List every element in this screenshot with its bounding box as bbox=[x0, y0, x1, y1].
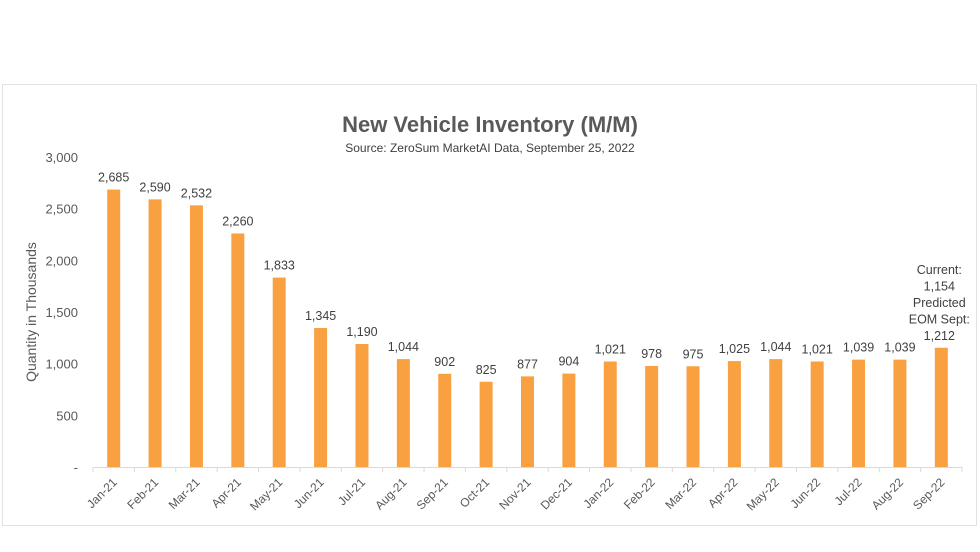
x-tick-label: Jun-22 bbox=[787, 475, 823, 511]
data-label: 1,833 bbox=[264, 259, 295, 273]
data-label: 877 bbox=[517, 357, 538, 371]
bars: 2,685 2,590 2,532 2,260 1,833 1,345 1,190 1,044… bbox=[98, 171, 948, 468]
data-label: 1,044 bbox=[388, 340, 419, 354]
bar-jul-22 bbox=[852, 359, 866, 467]
bar-dec-21 bbox=[562, 373, 576, 467]
bar-jun-21 bbox=[314, 328, 328, 467]
x-tick-label: Nov-21 bbox=[496, 475, 533, 512]
bar-may-21 bbox=[272, 277, 286, 467]
x-tick-label: Feb-22 bbox=[621, 475, 658, 512]
annotation-line: Predicted bbox=[913, 296, 966, 310]
x-axis: Jan-21 Feb-21 Mar-21 Apr-21 May-21 Jun-21 Jul-… bbox=[84, 467, 963, 513]
data-label: 2,260 bbox=[222, 214, 253, 228]
chart-subtitle: Source: ZeroSum MarketAI Data, September… bbox=[345, 141, 635, 155]
data-label: 1,039 bbox=[884, 341, 915, 355]
y-tick-label: 3,000 bbox=[45, 150, 78, 165]
x-tick-label: Jan-22 bbox=[581, 475, 617, 511]
y-tick-label: 2,500 bbox=[45, 202, 78, 217]
data-label: 2,685 bbox=[98, 171, 129, 185]
x-tick-label: May-22 bbox=[744, 475, 782, 513]
x-tick-label: Apr-21 bbox=[209, 475, 245, 511]
annotation-line: Current: bbox=[917, 263, 962, 277]
data-label: 1,039 bbox=[843, 341, 874, 355]
bar-apr-22 bbox=[727, 361, 741, 467]
annotation-line: 1,212 bbox=[924, 329, 955, 343]
data-label: 902 bbox=[434, 355, 455, 369]
x-tick-label: Apr-22 bbox=[705, 475, 741, 511]
annotation-line: EOM Sept: bbox=[909, 312, 970, 326]
data-label: 1,025 bbox=[719, 342, 750, 356]
bar-oct-21 bbox=[479, 381, 493, 467]
data-label: 978 bbox=[641, 347, 662, 361]
data-label: 904 bbox=[558, 355, 579, 369]
bar-jun-22 bbox=[810, 361, 824, 467]
x-tick-label: Aug-22 bbox=[869, 475, 906, 512]
data-label: 2,590 bbox=[139, 180, 170, 194]
x-tick-label: Oct-21 bbox=[457, 475, 493, 511]
y-axis-title: Quantity in Thousands bbox=[23, 242, 39, 382]
bar-may-22 bbox=[769, 359, 783, 467]
x-tick-label: Mar-22 bbox=[662, 475, 699, 512]
x-tick-label: Aug-21 bbox=[372, 475, 409, 512]
x-tick-label: Jan-21 bbox=[84, 475, 120, 511]
x-tick-label: Sep-21 bbox=[414, 475, 451, 512]
x-tick-label: Dec-21 bbox=[538, 475, 575, 512]
bar-jan-21 bbox=[107, 189, 121, 468]
x-tick-label: Sep-22 bbox=[910, 475, 947, 512]
y-tick-label: 1,000 bbox=[45, 357, 78, 372]
bar-sep-21 bbox=[438, 373, 452, 467]
bar-mar-21 bbox=[189, 205, 203, 468]
y-tick-label: - bbox=[74, 460, 78, 475]
data-label: 1,021 bbox=[595, 342, 626, 356]
annotation-line: 1,154 bbox=[924, 279, 955, 293]
bar-jul-21 bbox=[355, 344, 369, 467]
x-tick-label: Jul-22 bbox=[832, 475, 865, 508]
chart-title: New Vehicle Inventory (M/M) bbox=[342, 112, 638, 137]
data-label: 1,044 bbox=[760, 340, 791, 354]
y-tick-label: 2,000 bbox=[45, 253, 78, 268]
bar-aug-22 bbox=[893, 359, 907, 467]
bar-aug-21 bbox=[396, 359, 410, 467]
bar-feb-22 bbox=[645, 365, 659, 467]
x-tick-label: Feb-21 bbox=[124, 475, 161, 512]
bar-feb-21 bbox=[148, 199, 162, 467]
bar-nov-21 bbox=[521, 376, 534, 467]
x-tick-label: Mar-21 bbox=[166, 475, 203, 512]
data-label: 1,345 bbox=[305, 309, 336, 323]
data-label: 1,190 bbox=[346, 325, 377, 339]
bar-jan-22 bbox=[603, 361, 617, 467]
y-tick-label: 500 bbox=[56, 408, 78, 423]
bar-apr-21 bbox=[231, 233, 245, 467]
data-label: 975 bbox=[683, 347, 704, 361]
bar-mar-22 bbox=[686, 366, 700, 467]
y-axis: - 500 1,000 1,500 2,000 2,500 3,000 bbox=[45, 150, 78, 475]
data-label: 825 bbox=[476, 363, 497, 377]
y-tick-label: 1,500 bbox=[45, 305, 78, 320]
data-label: 1,021 bbox=[802, 342, 833, 356]
sep-22-annotation: Current: 1,154 Predicted EOM Sept: 1,212 bbox=[909, 263, 970, 343]
bar-sep-22 bbox=[934, 347, 948, 467]
x-tick-label: Jun-21 bbox=[291, 475, 327, 511]
data-label: 2,532 bbox=[181, 186, 212, 200]
x-tick-label: May-21 bbox=[247, 475, 285, 513]
x-tick-label: Jul-21 bbox=[335, 475, 368, 508]
